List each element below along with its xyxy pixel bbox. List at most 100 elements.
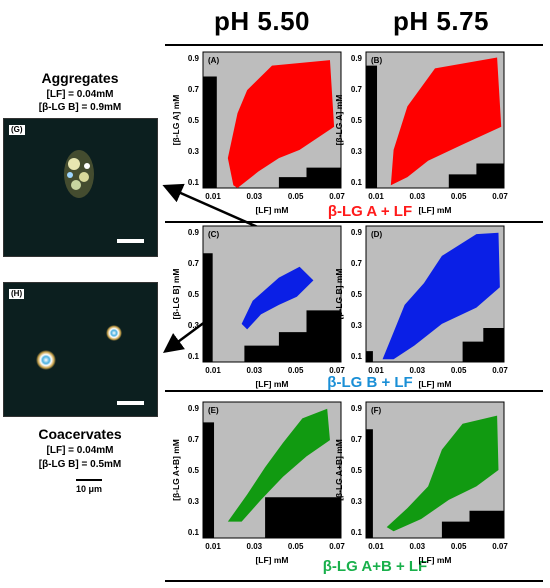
y-tick-label: 0.5	[188, 116, 200, 125]
y-tick-label: 0.7	[351, 435, 363, 444]
y-axis-label: [β-LG A] mM	[334, 95, 344, 146]
phase-diagram-panel: (F) 0.9 0.7 0.5 0.3 0.1 0.01 0.03 0.05 0.07 [LF] m…	[334, 401, 508, 565]
x-tick-label: 0.01	[205, 366, 221, 375]
coacervates-title: Coacervates	[38, 426, 122, 442]
row-label-blg-b: β-LG B + LF	[327, 374, 413, 391]
panel-label: (F)	[371, 406, 382, 415]
y-tick-label: 0.9	[351, 54, 363, 63]
y-axis-label: [β-LG B] mM	[171, 269, 181, 320]
scale-bar-legend	[76, 479, 102, 481]
x-tick-label: 0.03	[410, 366, 426, 375]
row-rule-2	[165, 390, 543, 392]
phase-diagram-panel: (E) 0.9 0.7 0.5 0.3 0.1 0.01 0.03 0.05 0.07 [LF] m…	[171, 401, 345, 565]
y-tick-label: 0.3	[188, 497, 200, 506]
x-tick-label: 0.07	[329, 542, 345, 551]
coacervate-droplets	[36, 325, 144, 405]
x-tick-label: 0.05	[288, 192, 304, 201]
y-tick-label: 0.7	[351, 259, 363, 268]
y-tick-label: 0.7	[188, 435, 200, 444]
column-title-ph-5-50: pH 5.50	[214, 6, 310, 36]
y-axis-label: [β-LG A+B] mM	[171, 439, 181, 501]
x-tick-label: 0.05	[451, 366, 467, 375]
panel-label: (D)	[371, 230, 382, 239]
y-tick-label: 0.3	[188, 147, 200, 156]
column-title-ph-5-75: pH 5.75	[393, 6, 489, 36]
header-rule	[165, 44, 543, 46]
complex-region	[382, 232, 500, 360]
y-tick-label: 0.9	[188, 54, 200, 63]
x-tick-label: 0.07	[492, 366, 508, 375]
coacervates-blg-conc: [β-LG B] = 0.5mM	[38, 459, 122, 470]
x-tick-label: 0.03	[247, 366, 263, 375]
y-tick-label: 0.7	[351, 85, 363, 94]
y-tick-label: 0.9	[188, 228, 200, 237]
phase-diagram-panel: (B) 0.9 0.7 0.5 0.3 0.1 0.01 0.03 0.05 0.07 [LF] m…	[334, 51, 508, 215]
scale-bar-legend-label: 10 μm	[76, 484, 103, 494]
x-tick-label: 0.05	[451, 542, 467, 551]
aggregates-lf-conc: [LF] = 0.04mM	[46, 89, 114, 100]
x-tick-label: 0.01	[205, 542, 221, 551]
x-tick-label: 0.05	[451, 192, 467, 201]
panel-label: (A)	[208, 56, 219, 65]
row-rule-3	[165, 580, 543, 582]
x-tick-label: 0.03	[247, 192, 263, 201]
aggregates-blg-conc: [β-LG B] = 0.9mM	[38, 102, 122, 113]
y-tick-label: 0.1	[351, 528, 363, 537]
y-tick-label: 0.9	[351, 404, 363, 413]
y-axis-label: [β-LG A] mM	[171, 95, 181, 146]
x-tick-label: 0.03	[247, 542, 263, 551]
y-axis-label: [β-LG B] mM	[334, 269, 344, 320]
y-tick-label: 0.7	[188, 259, 200, 268]
y-tick-label: 0.5	[188, 290, 200, 299]
precipitate-region	[366, 328, 504, 362]
y-tick-label: 0.3	[351, 321, 363, 330]
row-label-blg-a: β-LG A + LF	[327, 203, 413, 220]
phase-diagram-panel: (A) 0.9 0.7 0.5 0.3 0.1 0.01 0.03 0.05 0.07 [LF] m…	[171, 51, 345, 215]
panel-label: (B)	[371, 56, 382, 65]
x-tick-label: 0.07	[492, 542, 508, 551]
x-axis-label: [LF] mM	[255, 555, 288, 565]
row-rule-1	[165, 221, 543, 223]
panel-label-h: (H)	[9, 289, 25, 299]
x-tick-label: 0.03	[410, 192, 426, 201]
aggregate-particle	[64, 150, 144, 243]
x-tick-label: 0.03	[410, 542, 426, 551]
micrograph-coacervates: (H)	[3, 282, 158, 417]
scale-bar-g	[117, 239, 144, 243]
x-axis-label: [LF] mM	[418, 205, 451, 215]
x-tick-label: 0.07	[329, 192, 345, 201]
y-tick-label: 0.5	[351, 290, 363, 299]
complex-region	[227, 60, 335, 188]
x-axis-label: [LF] mM	[418, 379, 451, 389]
x-axis-label: [LF] mM	[255, 379, 288, 389]
y-tick-label: 0.3	[188, 321, 200, 330]
x-tick-label: 0.05	[288, 542, 304, 551]
complex-region	[386, 415, 499, 532]
y-tick-label: 0.1	[351, 352, 363, 361]
panel-label: (E)	[208, 406, 219, 415]
y-tick-label: 0.1	[188, 352, 200, 361]
x-axis-label: [LF] mM	[255, 205, 288, 215]
y-tick-label: 0.1	[188, 528, 200, 537]
y-tick-label: 0.3	[351, 147, 363, 156]
x-tick-label: 0.01	[205, 192, 221, 201]
x-tick-label: 0.07	[492, 192, 508, 201]
x-tick-label: 0.01	[368, 192, 384, 201]
y-tick-label: 0.1	[188, 178, 200, 187]
precipitate-region	[203, 422, 341, 538]
complex-region	[390, 57, 502, 186]
y-tick-label: 0.1	[351, 178, 363, 187]
complex-region	[227, 408, 330, 522]
scale-bar-h	[117, 401, 144, 405]
complex-region	[241, 266, 314, 330]
row-label-blg-ab: β-LG A+B + LF	[322, 558, 428, 575]
x-tick-label: 0.07	[329, 366, 345, 375]
y-axis-label: [β-LG A+B] mM	[334, 439, 344, 501]
precipitate-region	[203, 253, 341, 362]
y-tick-label: 0.3	[351, 497, 363, 506]
x-tick-label: 0.01	[368, 366, 384, 375]
panel-label: (C)	[208, 230, 219, 239]
micrograph-aggregates: (G)	[3, 118, 158, 257]
x-tick-label: 0.01	[368, 542, 384, 551]
y-tick-label: 0.5	[351, 466, 363, 475]
